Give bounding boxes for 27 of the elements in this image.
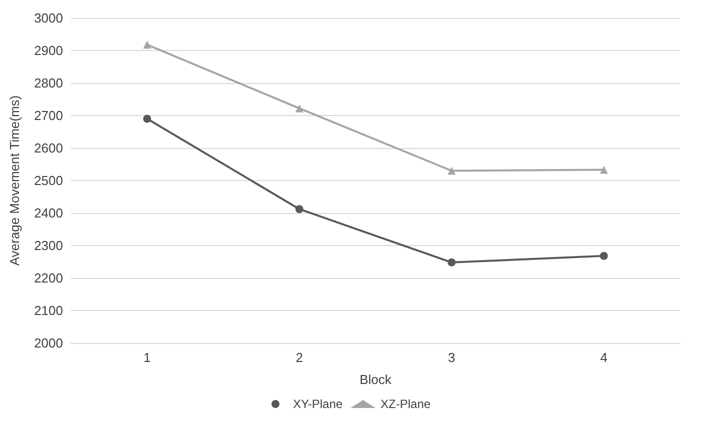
y-tick-label: 3000 <box>34 10 63 26</box>
x-tick-label: 3 <box>448 350 456 365</box>
point <box>295 104 304 112</box>
x-tick-label: 1 <box>144 350 151 365</box>
y-tick-label: 2200 <box>34 270 63 286</box>
point <box>600 252 608 260</box>
point <box>143 40 152 49</box>
point <box>295 205 304 214</box>
y-tick-label: 2800 <box>34 76 63 90</box>
legend-label: XY-Plane <box>292 397 343 411</box>
y-tick-label: 2600 <box>34 140 63 156</box>
y-tick-label: 2400 <box>34 206 63 220</box>
point <box>143 114 152 123</box>
y-tick-label: 2100 <box>34 303 63 318</box>
y-tick-label: 2300 <box>34 238 63 253</box>
y-tick-label: 2700 <box>34 108 63 123</box>
point <box>448 258 456 266</box>
x-tick-label: 2 <box>296 350 303 365</box>
y-tick-label: 2500 <box>34 173 63 188</box>
x-tick-label: 4 <box>600 350 608 365</box>
y-tick-label: 2900 <box>34 43 63 58</box>
y-tick-label: 2000 <box>34 336 63 350</box>
point <box>448 166 456 175</box>
y-axis-title: Average Movement Time(ms) <box>7 95 22 266</box>
legend-label: XZ-Plane <box>380 397 431 411</box>
x-axis-title: Block <box>360 372 392 387</box>
point <box>600 166 608 174</box>
